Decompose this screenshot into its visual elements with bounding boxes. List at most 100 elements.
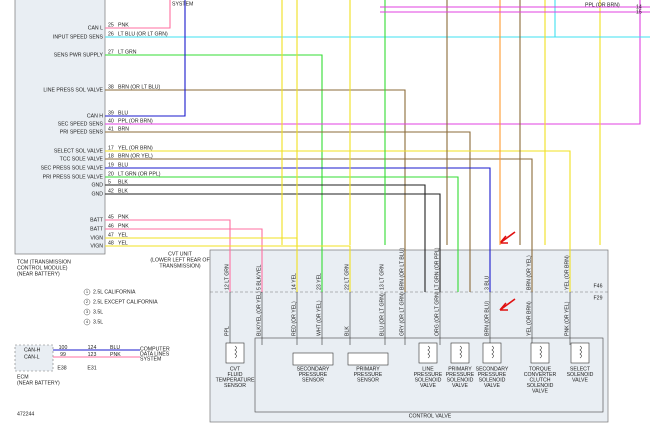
wire-color-label: PNK bbox=[118, 22, 129, 28]
pin-number: 38 bbox=[108, 84, 114, 90]
legend-circle bbox=[83, 318, 91, 326]
tcm-pin-label: CAN L bbox=[88, 25, 103, 31]
component-label: SOLENOID bbox=[479, 377, 506, 383]
coil bbox=[579, 345, 582, 359]
wire bbox=[105, 228, 263, 292]
pin-number: 19 bbox=[108, 162, 114, 168]
wire-color-label: BLU bbox=[118, 162, 128, 168]
tcm-pin-label: BATT bbox=[90, 217, 104, 223]
component-label: SOLENOID bbox=[567, 372, 594, 378]
cvt-pin-upper: LT GRN (OR PPL) bbox=[434, 247, 440, 290]
wire-color-label: BLK bbox=[118, 179, 128, 185]
tcm-title: (NEAR BATTERY) bbox=[17, 271, 60, 277]
ecm-pin-label: CAN-L bbox=[24, 354, 40, 360]
component-label: VALVE bbox=[572, 377, 588, 383]
cvt-pin-lower: ORG (OR LT GRN) bbox=[434, 291, 440, 336]
pin-number: 42 bbox=[108, 188, 114, 194]
component-label: VALVE bbox=[532, 388, 548, 394]
component-label: CONVERTER bbox=[524, 372, 557, 378]
wire bbox=[105, 0, 171, 29]
component-label: TEMPERATURE bbox=[216, 377, 255, 383]
wire-color-label: BLU bbox=[110, 345, 120, 351]
wire-color-label: YEL (OR BRN) bbox=[118, 145, 153, 151]
cvt-pin-upper: BRN (OR YEL) bbox=[526, 255, 532, 290]
cvt-pin-lower: BLK/YEL (OR YEL) bbox=[256, 291, 262, 336]
tcm-pin-label: SEC SPEED SENS bbox=[58, 121, 104, 127]
pin-number: 40 bbox=[108, 118, 114, 124]
wire bbox=[105, 167, 491, 292]
wire bbox=[105, 245, 351, 292]
component-label: CLUTCH bbox=[529, 377, 550, 383]
component-label: PRIMARY bbox=[356, 366, 380, 372]
wire bbox=[105, 158, 533, 292]
cvt-pin-lower: PNK (OR YEL) bbox=[564, 301, 570, 336]
pin-number: 20 bbox=[108, 171, 114, 177]
dest-label: DATA LINES bbox=[140, 351, 170, 357]
coil bbox=[234, 345, 237, 359]
pin-number: 15 bbox=[636, 9, 642, 15]
tcm-pin-label: TCC SOLE VALVE bbox=[60, 156, 104, 162]
tcm-pin-label: PRI SPEED SENS bbox=[60, 129, 104, 135]
wire bbox=[105, 54, 323, 292]
pin-number: 48 bbox=[108, 240, 114, 246]
pin-number: 39 bbox=[108, 110, 114, 116]
wire bbox=[105, 150, 571, 292]
wire-color-label: LT GRN bbox=[118, 49, 137, 55]
wire bbox=[105, 193, 441, 292]
pin-number: 18 bbox=[108, 153, 114, 159]
ecm-title: ECM bbox=[17, 374, 29, 380]
wire-color-label: PNK bbox=[118, 223, 129, 229]
component-box bbox=[225, 342, 245, 364]
cvt-pin-upper: 13 LT GRN bbox=[379, 264, 385, 290]
sensor-box bbox=[292, 352, 334, 366]
legend-text: 3.5L bbox=[93, 319, 103, 325]
wire bbox=[105, 176, 459, 292]
cvt-pin-upper: 3 BLU bbox=[484, 275, 490, 290]
pin-number: 124 bbox=[88, 345, 97, 351]
tcm-pin-label: SELECT SOL VALVE bbox=[54, 148, 104, 154]
wire-color-label: PNK bbox=[118, 214, 129, 220]
tcm-pin-label: BATT bbox=[90, 226, 104, 232]
component-label: SELECT bbox=[570, 366, 591, 372]
component-label: LINE bbox=[422, 366, 434, 372]
cvt-pin-upper: 14 YEL bbox=[291, 273, 297, 290]
pin-number: 5 bbox=[108, 179, 111, 185]
legend-num: 2 bbox=[86, 299, 89, 304]
connector-id: F29 bbox=[594, 295, 603, 301]
dest-label: COMPUTER bbox=[140, 346, 170, 352]
ecm-title: (NEAR BATTERY) bbox=[17, 380, 60, 386]
component-label: SOLENOID bbox=[447, 377, 474, 383]
cvt-pin-upper: 23 YEL bbox=[316, 273, 322, 290]
tcm-pin-label: VIGN bbox=[90, 243, 103, 249]
tcm-pin-label: GND bbox=[91, 182, 103, 188]
component-label: VALVE bbox=[484, 383, 500, 389]
cvt-pin-upper: 12 LT GRN bbox=[224, 264, 230, 290]
wire-color-label: YEL bbox=[118, 232, 128, 238]
wire-color-label: PPL (OR BRN) bbox=[118, 118, 153, 124]
pin-number: 45 bbox=[108, 214, 114, 220]
pin-number: 27 bbox=[108, 49, 114, 55]
legend-text: 3.5L bbox=[93, 309, 103, 315]
component-box bbox=[482, 342, 502, 364]
wire-color-label: BLK bbox=[118, 188, 128, 194]
pin-number: 123 bbox=[88, 352, 97, 358]
wire-color-label: YEL bbox=[118, 240, 128, 246]
cvt-pin-lower: BLU (OR LT GRN) bbox=[379, 293, 385, 336]
cvt-unit-box bbox=[209, 249, 609, 423]
wire bbox=[380, 6, 650, 13]
coil bbox=[539, 345, 542, 359]
connector-id: E31 bbox=[87, 365, 96, 371]
tcm-title: TCM (TRANSMISSION bbox=[17, 259, 71, 265]
pin-number: 25 bbox=[108, 22, 114, 28]
component-label: SECONDARY bbox=[297, 366, 330, 372]
pin-number: 46 bbox=[108, 223, 114, 229]
component-label: FLUID bbox=[228, 372, 243, 378]
component-label: PRESSURE bbox=[414, 372, 443, 378]
control-valve-box bbox=[254, 337, 604, 413]
component-box bbox=[570, 342, 590, 364]
cvt-pin-lower: WHT (OR YEL) bbox=[316, 300, 322, 336]
legend-text: 2.5L CALIFORNIA bbox=[93, 289, 136, 295]
pin-number: 17 bbox=[108, 145, 114, 151]
legend-circle bbox=[83, 298, 91, 306]
component-label: SENSOR bbox=[224, 383, 246, 389]
